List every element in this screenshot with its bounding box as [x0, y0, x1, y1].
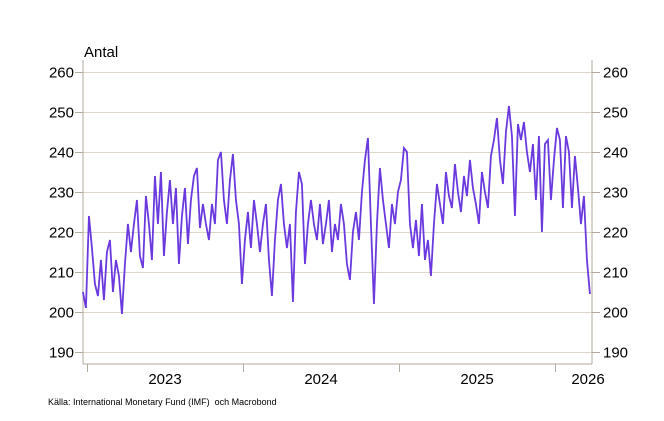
y-axis-label-right: 200 — [603, 305, 628, 322]
y-axis-label-left: 190 — [49, 345, 74, 362]
y-axis-label-right: 260 — [603, 65, 628, 82]
y-axis-label-right: 230 — [603, 185, 628, 202]
chart-title: Antal — [84, 44, 119, 61]
y-axis-label-right: 250 — [603, 105, 628, 122]
y-axis-label-right: 190 — [603, 345, 628, 362]
x-axis-label: 2026 — [571, 371, 604, 388]
y-axis-label-right: 240 — [603, 145, 628, 162]
y-axis-label-left: 230 — [49, 185, 74, 202]
y-axis-label-left: 260 — [49, 65, 74, 82]
y-axis-label-left: 210 — [49, 265, 74, 282]
data-line — [82, 105, 591, 315]
source-note: Källa: International Monetary Fund (IMF)… — [48, 397, 277, 407]
y-axis-label-left: 220 — [49, 225, 74, 242]
x-axis-label: 2024 — [304, 371, 337, 388]
x-axis-label: 2025 — [460, 371, 493, 388]
y-axis-label-left: 200 — [49, 305, 74, 322]
y-axis-label-left: 250 — [49, 105, 74, 122]
y-axis-label-left: 240 — [49, 145, 74, 162]
y-axis-label-right: 220 — [603, 225, 628, 242]
x-axis-label: 2023 — [148, 371, 181, 388]
y-axis-label-right: 210 — [603, 265, 628, 282]
